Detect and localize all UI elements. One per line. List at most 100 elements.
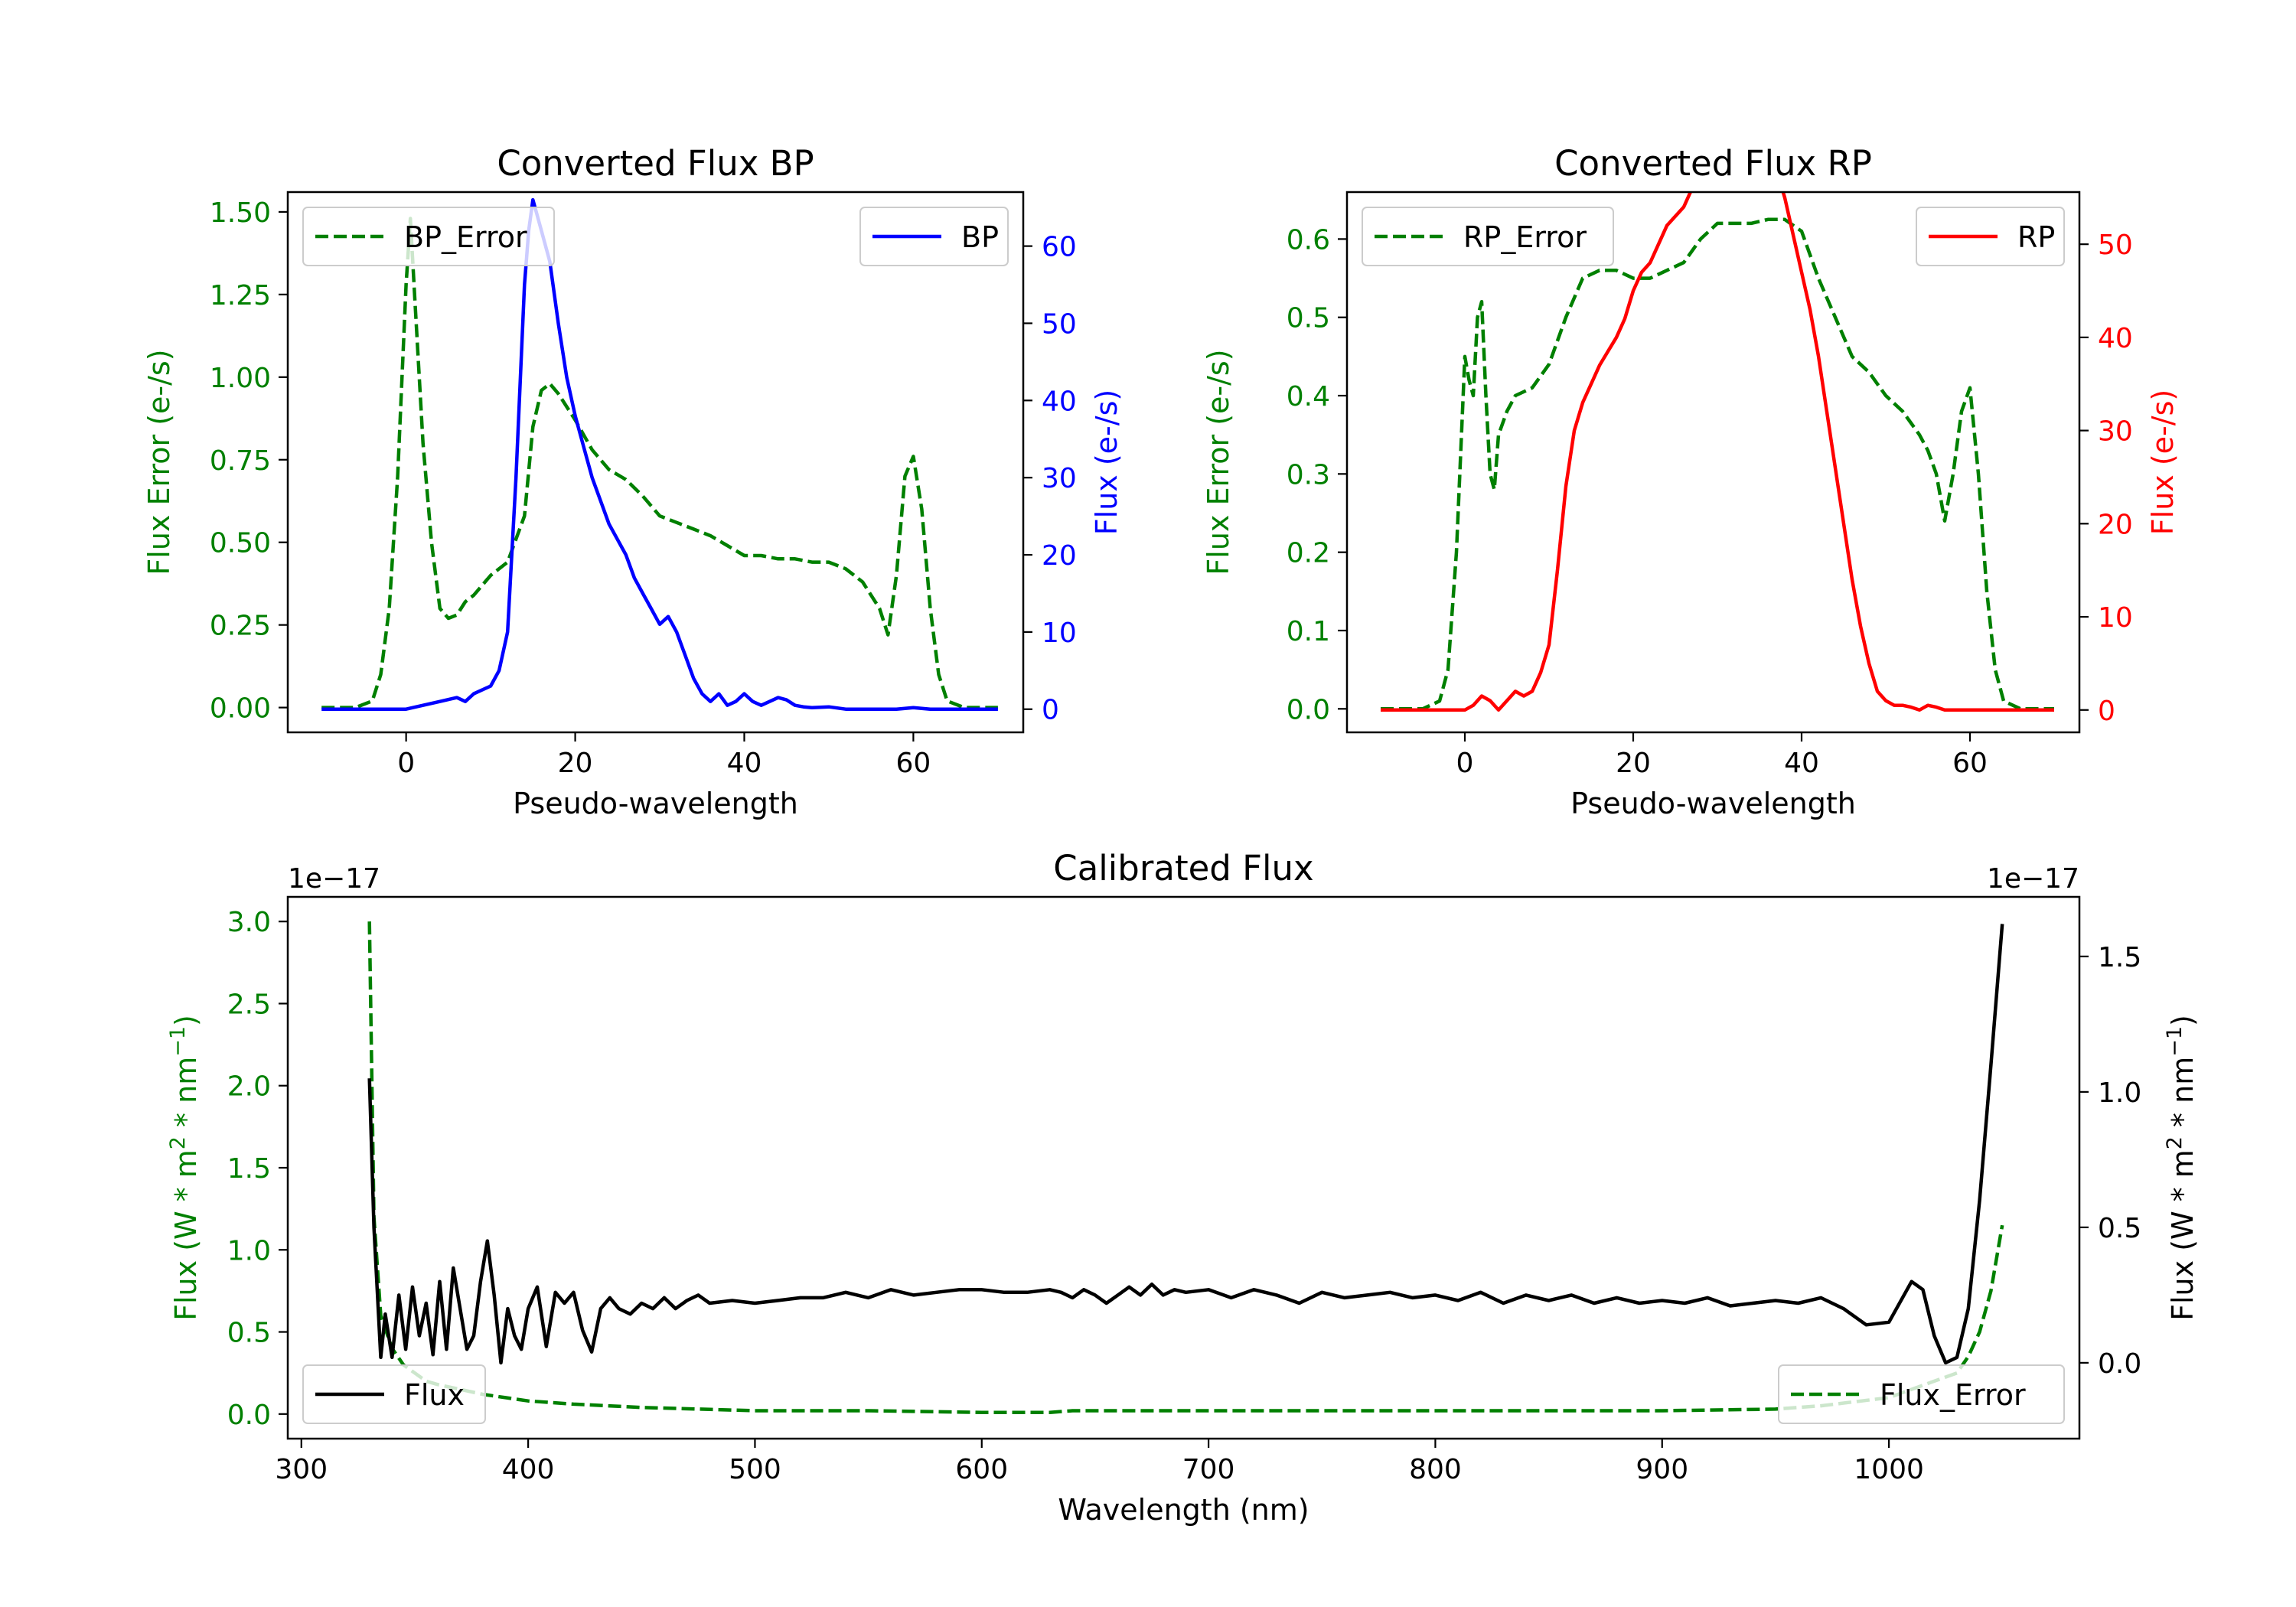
chart-panel-1: Converted Flux BP 0 20 40 60 Pseudo-wavelengt… (142, 143, 1124, 820)
chart-title: Calibrated Flux (1053, 848, 1313, 888)
legend-rp-error: RP_Error (1362, 207, 1614, 266)
plot-frame (1345, 191, 2081, 734)
series-line-bp (321, 197, 998, 711)
x-tick-label: 700 (1182, 1454, 1235, 1485)
x-tick-label: 600 (955, 1454, 1008, 1485)
x-tick-label: 60 (895, 748, 931, 779)
left-tick-label: 0.2 (1287, 538, 1330, 569)
right-axis-label: Flux (W * m2 * nm−1) (2163, 1015, 2200, 1321)
right-tick-label: 0.0 (2098, 1348, 2141, 1380)
x-tick-label: 40 (1784, 748, 1819, 779)
x-tick-label: 1000 (1854, 1454, 1924, 1485)
x-tick-label: 800 (1409, 1454, 1462, 1485)
series-line-rp (1381, 192, 2054, 712)
chart-panel-3: Calibrated Flux 300 400 500 600 700 800 900 1000… (166, 848, 2200, 1527)
legend-flux: Flux (302, 1364, 486, 1424)
right-axis-label: Flux (e-/s) (2146, 390, 2180, 535)
x-axis-label: Wavelength (nm) (1058, 1493, 1309, 1527)
x-tick-label: 40 (727, 748, 762, 779)
left-tick-label: 2.5 (227, 989, 271, 1020)
legend-label: BP (961, 220, 999, 254)
right-tick-label: 0 (2098, 696, 2115, 727)
left-axis-label: Flux Error (e-/s) (142, 349, 176, 575)
left-tick-label: 0.3 (1287, 459, 1330, 491)
x-tick-label: 20 (558, 748, 593, 779)
left-tick-label: 0.1 (1287, 616, 1330, 647)
right-tick-label: 40 (1042, 386, 1077, 417)
legend-bp: BP (859, 207, 1009, 266)
right-tick-label: 20 (1042, 540, 1077, 572)
left-tick-label: 1.25 (210, 280, 271, 311)
right-tick-label: 60 (1042, 232, 1077, 263)
left-tick-label: 0.25 (210, 611, 271, 642)
series-line-rp-error (1381, 217, 2054, 711)
left-tick-label: 1.00 (210, 363, 271, 394)
chart-title: Converted Flux RP (1554, 143, 1872, 184)
legend-label: BP_Error (404, 220, 527, 254)
plot-frame (286, 895, 2081, 1440)
legend-label: Flux_Error (1880, 1378, 2026, 1412)
left-tick-label: 0.5 (227, 1318, 271, 1349)
right-axis-label: Flux (e-/s) (1090, 390, 1124, 535)
series-line-flux-error (367, 921, 2004, 1414)
x-tick-label: 20 (1616, 748, 1651, 779)
right-tick-label: 50 (1042, 308, 1077, 340)
legend-box (1778, 1364, 2065, 1424)
left-tick-label: 0.00 (210, 693, 271, 725)
series-line-flux (367, 924, 2004, 1365)
right-tick-label: 40 (2098, 323, 2133, 354)
x-tick-label: 0 (397, 748, 415, 779)
legend-box (302, 207, 555, 266)
right-offset-text: 1e−17 (1987, 863, 2079, 895)
left-tick-label: 2.0 (227, 1071, 271, 1103)
plot-area (321, 197, 998, 711)
x-axis-label: Pseudo-wavelength (1570, 787, 1856, 820)
x-tick-label: 400 (502, 1454, 555, 1485)
legend-label: RP (2017, 220, 2055, 254)
plot-frame (286, 191, 1025, 734)
legend-bp-error: BP_Error (302, 207, 555, 266)
right-tick-label: 1.5 (2098, 942, 2141, 973)
right-tick-label: 0.5 (2098, 1213, 2141, 1244)
left-tick-label: 0.6 (1287, 224, 1330, 256)
x-tick-label: 900 (1636, 1454, 1688, 1485)
legend-label: Flux (404, 1378, 465, 1412)
legend-flux-error: Flux_Error (1778, 1364, 2065, 1424)
left-tick-label: 0.5 (1287, 303, 1330, 334)
left-tick-label: 0.75 (210, 445, 271, 477)
legend-label: RP_Error (1463, 220, 1587, 254)
x-tick-label: 60 (1952, 748, 1988, 779)
left-tick-label: 0.4 (1287, 381, 1330, 412)
left-tick-label: 3.0 (227, 907, 271, 938)
left-tick-label: 1.50 (210, 197, 271, 229)
legend-box (302, 1364, 486, 1424)
x-tick-label: 300 (275, 1454, 328, 1485)
legend-rp: RP (1916, 207, 2065, 266)
right-tick-label: 10 (2098, 602, 2133, 634)
left-tick-label: 0.0 (1287, 694, 1330, 725)
right-tick-label: 50 (2098, 230, 2133, 261)
right-tick-label: 30 (1042, 463, 1077, 494)
left-offset-text: 1e−17 (288, 863, 380, 895)
legend-box (1362, 207, 1614, 266)
right-tick-label: 0 (1042, 695, 1059, 726)
left-tick-label: 0.50 (210, 528, 271, 559)
left-tick-label: 1.5 (227, 1153, 271, 1185)
x-tick-label: 500 (729, 1454, 781, 1485)
chart-panel-2: Converted Flux RP 0 20 40 60 Pseudo-wavelengt… (1202, 143, 2180, 820)
plot-area (1381, 192, 2054, 712)
x-tick-label: 0 (1456, 748, 1474, 779)
series-line-bp-error (321, 217, 998, 709)
right-tick-label: 30 (2098, 416, 2133, 448)
x-axis-label: Pseudo-wavelength (513, 787, 798, 820)
chart-title: Converted Flux BP (497, 143, 814, 184)
left-tick-label: 0.0 (227, 1400, 271, 1431)
plot-area (367, 921, 2004, 1414)
right-tick-label: 1.0 (2098, 1077, 2141, 1109)
left-axis-label: Flux Error (e-/s) (1202, 349, 1235, 575)
right-tick-label: 20 (2098, 509, 2133, 540)
right-tick-label: 10 (1042, 618, 1077, 649)
left-tick-label: 1.0 (227, 1235, 271, 1266)
left-axis-label: Flux (W * m2 * nm−1) (166, 1015, 204, 1321)
